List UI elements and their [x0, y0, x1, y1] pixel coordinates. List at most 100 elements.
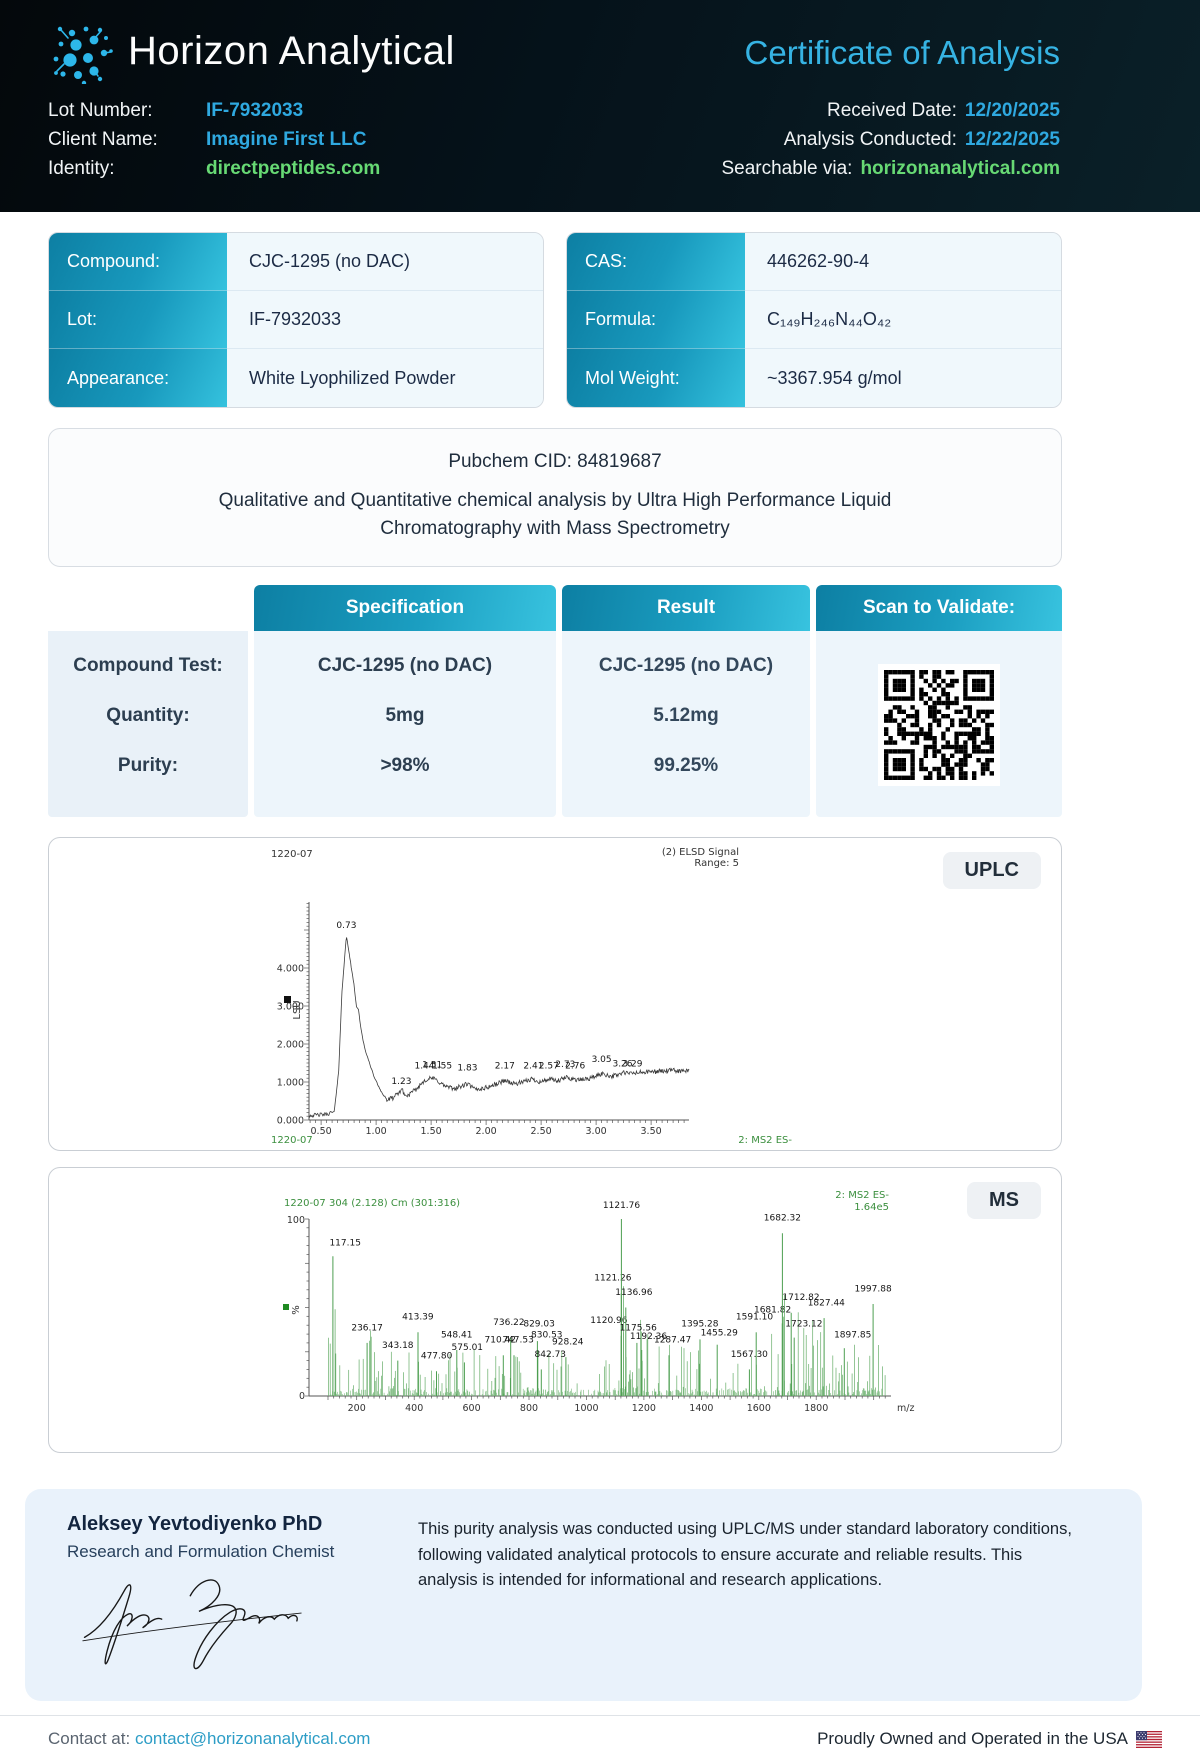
svg-text:3.29: 3.29	[622, 1059, 642, 1069]
svg-text:477.80: 477.80	[421, 1352, 453, 1362]
signature-card: Aleksey Yevtodiyenko PhD Research and Fo…	[25, 1489, 1142, 1701]
cas-value: 446262-90-4	[745, 233, 1061, 291]
footer: Contact at: contact@horizonanalytical.co…	[0, 1716, 1200, 1749]
compound-test-spec: CJC-1295 (no DAC)	[254, 641, 556, 691]
svg-text:236.17: 236.17	[351, 1323, 383, 1333]
svg-text:1400: 1400	[689, 1403, 713, 1414]
svg-text:1.55: 1.55	[432, 1062, 452, 1072]
table-row: Lot: IF-7932033	[49, 291, 543, 349]
analysis-date-label: Analysis Conducted:	[784, 129, 957, 150]
spec-header-result: Result	[562, 585, 810, 631]
footer-usa-text: Proudly Owned and Operated in the USA	[817, 1729, 1128, 1749]
svg-text:%: %	[291, 1305, 302, 1315]
svg-text:1897.85: 1897.85	[834, 1330, 871, 1340]
svg-text:1681.82: 1681.82	[754, 1306, 791, 1316]
uplc-panel: UPLC 0.0001.0002.0003.0004.0000.501.001.…	[48, 837, 1062, 1151]
pubchem-cid: Pubchem CID: 84819687	[69, 451, 1041, 473]
brand: Horizon Analytical	[48, 18, 455, 84]
svg-text:343.18: 343.18	[382, 1341, 414, 1351]
chemist-role: Research and Formulation Chemist	[67, 1542, 372, 1562]
svg-text:1287.47: 1287.47	[654, 1336, 691, 1346]
lot-label: Lot:	[49, 291, 227, 349]
svg-text:3.05: 3.05	[592, 1055, 612, 1065]
svg-text:1.00: 1.00	[366, 1126, 387, 1137]
specification-table: Specification Result Scan to Validate: C…	[48, 585, 1062, 817]
svg-text:1220-07 304 (2.128) Cm (301:31: 1220-07 304 (2.128) Cm (301:316)	[284, 1198, 460, 1209]
svg-text:3.00: 3.00	[586, 1126, 607, 1137]
svg-text:1997.88: 1997.88	[854, 1284, 891, 1294]
svg-text:747.53: 747.53	[502, 1336, 533, 1346]
purity-label: Purity:	[48, 741, 248, 791]
svg-text:0.50: 0.50	[311, 1126, 332, 1137]
spec-value-column: CJC-1295 (no DAC) 5mg >98%	[254, 631, 556, 817]
chemist-name: Aleksey Yevtodiyenko PhD	[67, 1513, 372, 1536]
analysis-date-value: 12/22/2025	[965, 129, 1060, 150]
svg-text:800: 800	[520, 1403, 538, 1414]
svg-text:2.17: 2.17	[495, 1062, 515, 1072]
purity-result: 99.25%	[562, 741, 810, 791]
mol-weight-value: ~3367.954 g/mol	[745, 349, 1061, 407]
purity-spec: >98%	[254, 741, 556, 791]
spec-label-column: Compound Test: Quantity: Purity:	[48, 631, 248, 817]
compound-test-label: Compound Test:	[48, 641, 248, 691]
compound-value: CJC-1295 (no DAC)	[227, 233, 543, 291]
quantity-result: 5.12mg	[562, 691, 810, 741]
appearance-value: White Lyophilized Powder	[227, 349, 543, 407]
searchable-label: Searchable via:	[721, 158, 852, 179]
svg-text:1455.29: 1455.29	[701, 1329, 738, 1339]
svg-text:575.01: 575.01	[452, 1343, 484, 1353]
svg-text:1682.32: 1682.32	[764, 1214, 801, 1224]
table-row: Appearance: White Lyophilized Powder	[49, 349, 543, 407]
svg-text:2.00: 2.00	[476, 1126, 497, 1137]
qr-column	[816, 631, 1062, 817]
svg-text:0.000: 0.000	[277, 1116, 304, 1127]
quantity-label: Quantity:	[48, 691, 248, 741]
svg-text:1567.30: 1567.30	[731, 1350, 768, 1360]
svg-text:1220-07: 1220-07	[271, 1135, 313, 1146]
searchable-value: horizonanalytical.com	[860, 158, 1060, 179]
received-date-value: 12/20/2025	[965, 100, 1060, 121]
svg-text:1.64e5: 1.64e5	[854, 1202, 889, 1213]
compound-info-card: Compound: CJC-1295 (no DAC) Lot: IF-7932…	[48, 232, 544, 408]
svg-text:1600: 1600	[747, 1403, 771, 1414]
ms-panel: MS 100020040060080010001200140016001800m…	[48, 1167, 1062, 1453]
svg-text:100: 100	[287, 1215, 305, 1226]
svg-text:1.000: 1.000	[277, 1078, 304, 1089]
analysis-method-description: Qualitative and Quantitative chemical an…	[205, 487, 905, 542]
svg-text:1827.44: 1827.44	[808, 1299, 845, 1309]
spec-header-specification: Specification	[254, 585, 556, 631]
identity-label: Identity:	[48, 158, 206, 180]
contact-email-link[interactable]: contact@horizonanalytical.com	[135, 1729, 371, 1748]
svg-text:(2) ELSD Signal: (2) ELSD Signal	[662, 847, 739, 858]
table-row: Mol Weight: ~3367.954 g/mol	[567, 349, 1061, 407]
svg-text:1220-07: 1220-07	[271, 849, 313, 860]
svg-text:829.03: 829.03	[523, 1320, 555, 1330]
svg-text:548.41: 548.41	[441, 1330, 473, 1340]
page-title: Certificate of Analysis	[745, 34, 1060, 72]
svg-text:400: 400	[405, 1403, 423, 1414]
ms-badge: MS	[967, 1182, 1041, 1219]
spec-header-scan: Scan to Validate:	[816, 585, 1062, 631]
svg-text:117.15: 117.15	[329, 1238, 361, 1248]
svg-text:1.50: 1.50	[421, 1126, 442, 1137]
compound-test-result: CJC-1295 (no DAC)	[562, 641, 810, 691]
svg-text:2.000: 2.000	[277, 1040, 304, 1051]
quantity-spec: 5mg	[254, 691, 556, 741]
contact-label: Contact at:	[48, 1729, 135, 1748]
lot-value: IF-7932033	[227, 291, 543, 349]
svg-text:4.000: 4.000	[277, 964, 304, 975]
header: Horizon Analytical Certificate of Analys…	[0, 0, 1200, 212]
appearance-label: Appearance:	[49, 349, 227, 407]
svg-text:m/z: m/z	[897, 1403, 914, 1414]
received-date-label: Received Date:	[827, 100, 957, 121]
uplc-badge: UPLC	[943, 852, 1041, 889]
analysis-statement: This purity analysis was conducted using…	[418, 1513, 1078, 1677]
usa-flag-icon	[1136, 1731, 1162, 1748]
svg-text:1000: 1000	[574, 1403, 598, 1414]
svg-text:2.76: 2.76	[565, 1062, 585, 1072]
chemical-info-card: CAS: 446262-90-4 Formula: C₁₄₉H₂₄₆N₄₄O₄₂…	[566, 232, 1062, 408]
formula-label: Formula:	[567, 291, 745, 349]
mass-spectrum: 100020040060080010001200140016001800m/z1…	[269, 1176, 929, 1446]
pubchem-card: Pubchem CID: 84819687 Qualitative and Qu…	[48, 428, 1062, 567]
svg-text:600: 600	[463, 1403, 481, 1414]
